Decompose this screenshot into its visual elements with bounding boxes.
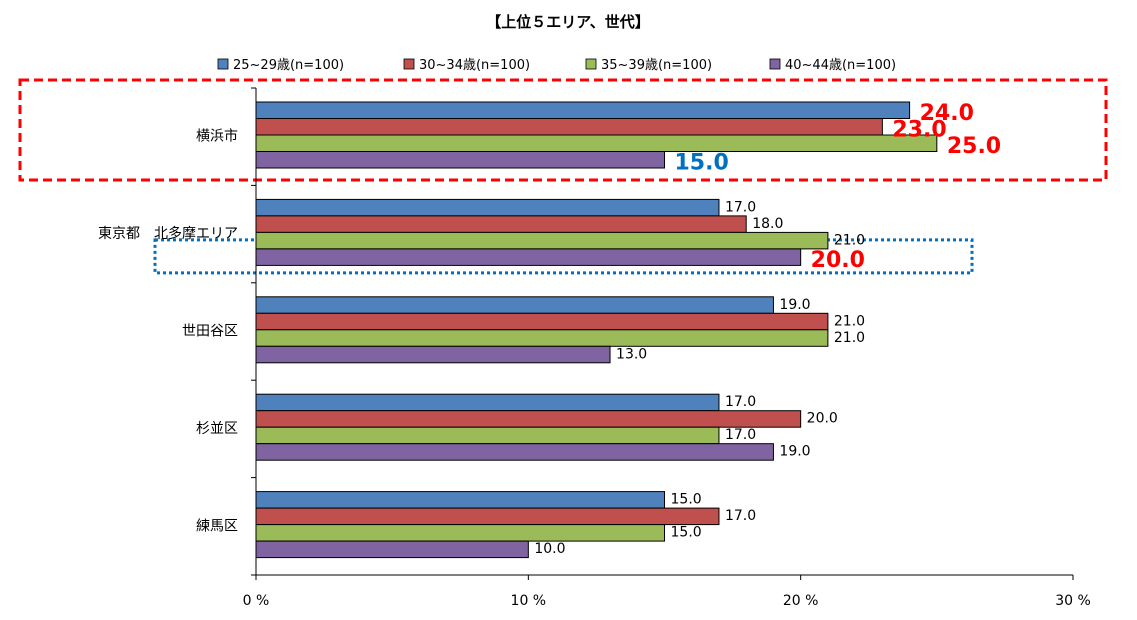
category-label: 横浜市 [196, 128, 238, 145]
data-label: 19.0 [779, 297, 810, 313]
data-label: 21.0 [834, 313, 865, 329]
highlight-box-red [18, 78, 1108, 182]
data-label: 15.0 [671, 525, 702, 541]
category-label: 杉並区 [196, 421, 238, 437]
legend-label: 25~29歳(n=100) [233, 58, 344, 73]
category-label: 練馬区 [196, 518, 238, 534]
bar [255, 524, 665, 542]
data-label: 19.0 [779, 444, 810, 460]
bar [255, 443, 774, 461]
bar [255, 198, 720, 217]
bar [255, 329, 829, 347]
bar [255, 101, 911, 119]
data-label: 17.0 [725, 427, 756, 443]
bar [255, 426, 720, 445]
x-tick-label: 20 % [783, 593, 819, 609]
data-label: 15.0 [671, 492, 702, 508]
x-tick-label: 10 % [511, 593, 547, 609]
legend-swatch [217, 58, 229, 70]
legend-label: 35~39歳(n=100) [601, 58, 712, 73]
bar [255, 491, 665, 509]
legend-swatch [403, 58, 415, 70]
x-tick-label: 0 % [243, 593, 270, 609]
category-label: 東京都 北多摩エリア [98, 225, 238, 242]
bar [255, 540, 529, 559]
data-label: 15.0 [675, 151, 729, 176]
data-label: 17.0 [725, 394, 756, 410]
data-label: 20.0 [811, 248, 865, 273]
bar [255, 151, 665, 169]
legend-swatch [769, 58, 781, 70]
bar [255, 296, 774, 314]
data-label: 20.0 [807, 411, 838, 427]
bar [255, 134, 938, 152]
data-label: 21.0 [834, 232, 865, 248]
x-tick-label: 30 % [1055, 593, 1091, 609]
chart-title: 【上位５エリア、世代】 [486, 13, 650, 31]
bar [255, 312, 829, 331]
data-label: 10.0 [534, 541, 565, 557]
bar [255, 393, 720, 412]
data-label: 17.0 [725, 199, 756, 215]
data-labels: 24.023.025.015.017.018.021.020.019.021.0… [534, 101, 1001, 557]
bar [255, 345, 611, 364]
legend-label: 30~34歳(n=100) [419, 58, 530, 73]
bar [255, 507, 720, 526]
bar [255, 118, 883, 136]
data-label: 17.0 [725, 508, 756, 524]
data-label: 23.0 [892, 118, 946, 143]
bar [255, 248, 802, 266]
data-label: 25.0 [947, 134, 1001, 159]
data-label: 13.0 [616, 346, 647, 362]
legend-label: 40~44歳(n=100) [785, 58, 896, 73]
category-label: 世田谷区 [182, 324, 238, 340]
bar [255, 410, 802, 428]
bars [255, 101, 938, 559]
data-label: 18.0 [752, 216, 783, 232]
legend-swatch [585, 58, 597, 70]
bar [255, 215, 747, 233]
data-label: 24.0 [920, 101, 974, 126]
legend: 25~29歳(n=100) 30~34歳(n=100) 35~39歳(n=100) 4… [217, 58, 896, 73]
bar [255, 231, 829, 250]
data-label: 21.0 [834, 330, 865, 346]
